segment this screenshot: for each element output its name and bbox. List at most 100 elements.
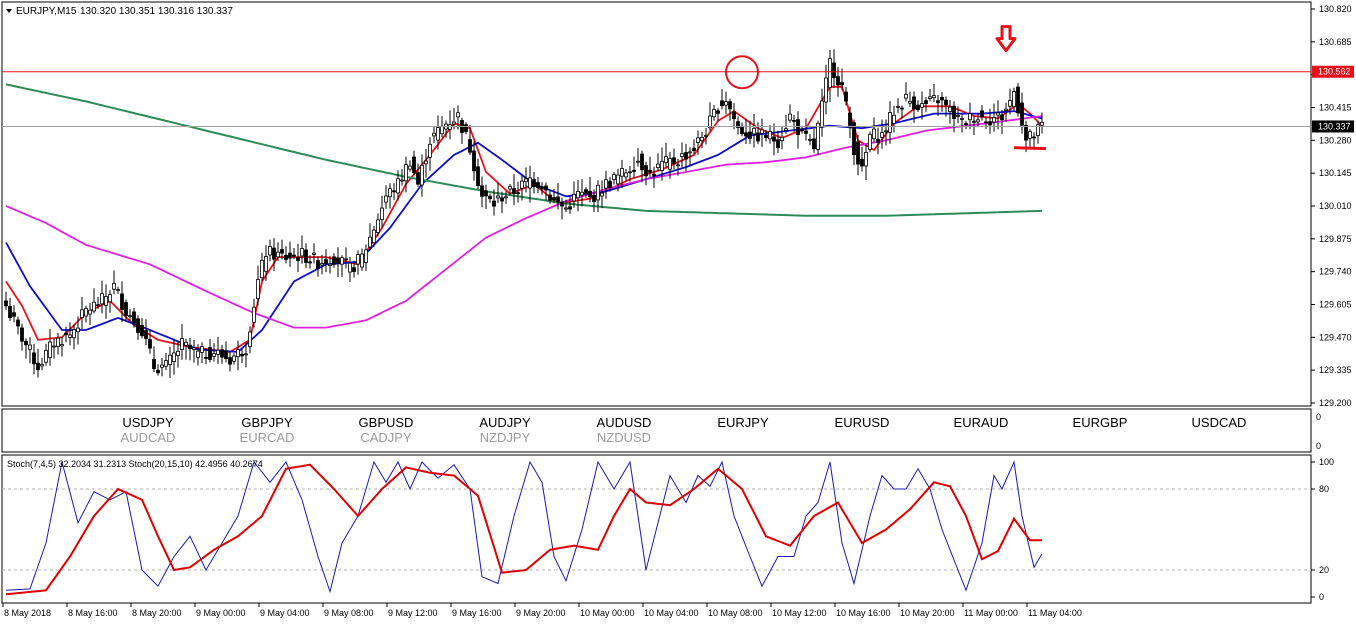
candle[interactable] bbox=[728, 98, 732, 121]
candle[interactable] bbox=[124, 299, 128, 322]
candle[interactable] bbox=[156, 364, 160, 376]
symbol-usdjpy[interactable]: USDJPY bbox=[122, 415, 174, 430]
candle[interactable] bbox=[676, 158, 680, 176]
candle[interactable] bbox=[12, 305, 16, 323]
candle[interactable] bbox=[860, 146, 864, 172]
candle[interactable] bbox=[396, 170, 400, 201]
candle[interactable] bbox=[604, 170, 608, 199]
candle[interactable] bbox=[456, 105, 460, 130]
symbol-eurjpy[interactable]: EURJPY bbox=[717, 415, 769, 430]
candle[interactable] bbox=[24, 338, 28, 359]
symbol-cadjpy[interactable]: CADJPY bbox=[360, 430, 412, 445]
candle[interactable] bbox=[508, 184, 512, 196]
candle[interactable] bbox=[552, 188, 556, 204]
candle[interactable] bbox=[32, 343, 36, 375]
candle[interactable] bbox=[668, 151, 672, 179]
candle[interactable] bbox=[88, 303, 92, 325]
candle[interactable] bbox=[1008, 88, 1012, 115]
candle[interactable] bbox=[596, 180, 600, 213]
candle[interactable] bbox=[724, 91, 728, 115]
candle[interactable] bbox=[304, 243, 308, 268]
candle[interactable] bbox=[756, 122, 760, 145]
candle[interactable] bbox=[292, 248, 296, 259]
candle[interactable] bbox=[928, 88, 932, 102]
candle[interactable] bbox=[192, 339, 196, 363]
candle[interactable] bbox=[656, 153, 660, 172]
candle[interactable] bbox=[608, 176, 612, 192]
candle[interactable] bbox=[544, 182, 548, 201]
candle[interactable] bbox=[996, 100, 1000, 130]
candle[interactable] bbox=[592, 189, 596, 213]
circle-annotation[interactable] bbox=[725, 55, 759, 90]
candle[interactable] bbox=[900, 105, 904, 119]
candle[interactable] bbox=[356, 250, 360, 275]
symbol-eurusd[interactable]: EURUSD bbox=[835, 415, 890, 430]
candle[interactable] bbox=[276, 242, 280, 261]
candle[interactable] bbox=[944, 96, 948, 117]
candle[interactable] bbox=[864, 144, 868, 180]
candle[interactable] bbox=[280, 239, 284, 260]
candle[interactable] bbox=[256, 265, 260, 306]
candle[interactable] bbox=[336, 247, 340, 278]
candle[interactable] bbox=[548, 190, 552, 204]
candle[interactable] bbox=[692, 139, 696, 155]
candle[interactable] bbox=[848, 106, 852, 139]
candle[interactable] bbox=[664, 142, 668, 168]
candle[interactable] bbox=[4, 291, 8, 310]
candle[interactable] bbox=[288, 241, 292, 267]
candle[interactable] bbox=[488, 193, 492, 203]
candle[interactable] bbox=[76, 316, 80, 345]
candle[interactable] bbox=[300, 235, 304, 264]
candle[interactable] bbox=[672, 148, 676, 170]
candle[interactable] bbox=[920, 91, 924, 120]
candle[interactable] bbox=[780, 126, 784, 150]
candle[interactable] bbox=[1016, 83, 1020, 117]
candle[interactable] bbox=[232, 353, 236, 365]
candle[interactable] bbox=[268, 239, 272, 262]
candle[interactable] bbox=[20, 323, 24, 351]
candle[interactable] bbox=[812, 129, 816, 153]
candle[interactable] bbox=[644, 161, 648, 186]
candle[interactable] bbox=[1028, 129, 1032, 147]
candle[interactable] bbox=[568, 196, 572, 214]
candle[interactable] bbox=[468, 125, 472, 155]
candle[interactable] bbox=[412, 150, 416, 176]
candle[interactable] bbox=[204, 348, 208, 365]
candle[interactable] bbox=[908, 91, 912, 107]
candle[interactable] bbox=[64, 326, 68, 343]
candle[interactable] bbox=[464, 122, 468, 135]
symbol-audusd[interactable]: AUDUSD bbox=[597, 415, 652, 430]
candle[interactable] bbox=[184, 338, 188, 360]
candle[interactable] bbox=[120, 281, 124, 323]
candle[interactable] bbox=[852, 119, 856, 166]
candle[interactable] bbox=[612, 172, 616, 185]
symbol-gbpjpy[interactable]: GBPJPY bbox=[241, 415, 293, 430]
candle[interactable] bbox=[172, 338, 176, 375]
candle[interactable] bbox=[736, 116, 740, 135]
candle[interactable] bbox=[260, 252, 264, 282]
candle[interactable] bbox=[208, 338, 212, 363]
candle[interactable] bbox=[704, 127, 708, 145]
candle[interactable] bbox=[44, 343, 48, 366]
candle[interactable] bbox=[984, 117, 988, 130]
symbol-audcad[interactable]: AUDCAD bbox=[121, 430, 176, 445]
symbol-usdcad[interactable]: USDCAD bbox=[1192, 415, 1247, 430]
candle[interactable] bbox=[128, 308, 132, 322]
candle[interactable] bbox=[264, 245, 268, 281]
candle[interactable] bbox=[720, 89, 724, 110]
candle[interactable] bbox=[616, 168, 620, 192]
candle[interactable] bbox=[428, 137, 432, 171]
candle[interactable] bbox=[472, 141, 476, 181]
candle[interactable] bbox=[188, 338, 192, 361]
candle[interactable] bbox=[584, 187, 588, 198]
candle[interactable] bbox=[760, 118, 764, 147]
candle[interactable] bbox=[640, 150, 644, 183]
candle[interactable] bbox=[512, 174, 516, 206]
candle[interactable] bbox=[372, 225, 376, 247]
support-mark-annotation[interactable] bbox=[1013, 146, 1047, 151]
symbol-eurgbp[interactable]: EURGBP bbox=[1073, 415, 1128, 430]
candle[interactable] bbox=[904, 82, 908, 102]
candle[interactable] bbox=[296, 243, 300, 273]
candle[interactable] bbox=[636, 148, 640, 167]
candle[interactable] bbox=[964, 120, 968, 130]
